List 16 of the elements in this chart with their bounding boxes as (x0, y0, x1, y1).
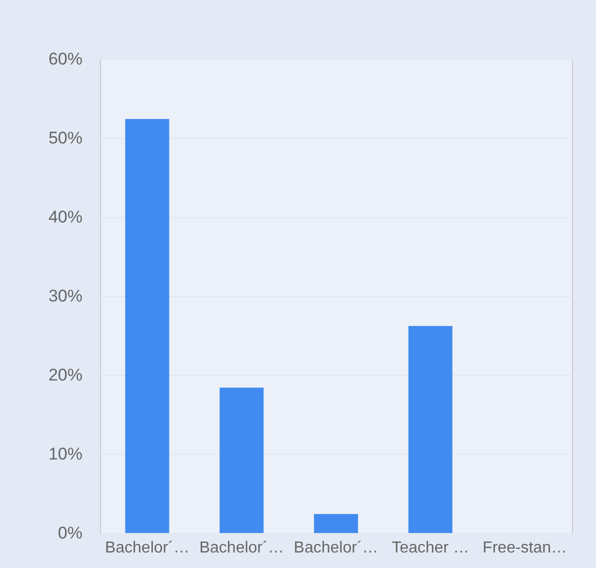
bar (314, 514, 358, 533)
x-tick-label: Bachelor´… (104, 540, 190, 556)
x-tick-label: Free-stan… (482, 540, 568, 556)
y-tick-label: 30% (48, 286, 82, 306)
y-tick-label: 0% (58, 524, 82, 542)
x-tick-label: Bachelor´… (199, 540, 284, 556)
bar (408, 326, 452, 533)
y-tick-label: 50% (48, 128, 82, 148)
x-tick-label: Teacher … (392, 540, 470, 556)
y-tick-label: 10% (48, 444, 82, 464)
bar (220, 388, 264, 533)
y-tick-label: 60% (48, 50, 82, 68)
bar (125, 119, 170, 533)
x-tick-label: Bachelor´… (294, 540, 378, 556)
y-tick-label: 20% (48, 366, 82, 384)
y-tick-label: 40% (48, 208, 82, 226)
